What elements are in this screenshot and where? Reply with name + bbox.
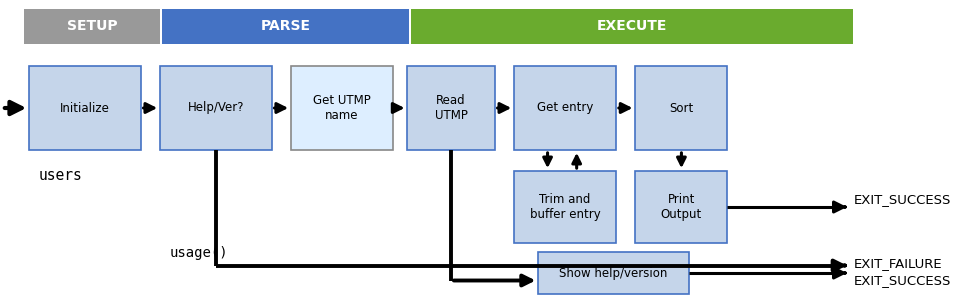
Text: Print
Output: Print Output	[660, 193, 702, 221]
Text: EXIT_SUCCESS: EXIT_SUCCESS	[853, 274, 950, 287]
Text: PARSE: PARSE	[261, 19, 310, 33]
Text: SETUP: SETUP	[67, 19, 117, 33]
Text: Show help/version: Show help/version	[559, 266, 667, 280]
FancyBboxPatch shape	[160, 66, 271, 150]
FancyBboxPatch shape	[635, 66, 727, 150]
Text: Get UTMP
name: Get UTMP name	[313, 94, 370, 122]
Text: EXIT_SUCCESS: EXIT_SUCCESS	[853, 193, 950, 206]
Text: EXECUTE: EXECUTE	[596, 19, 667, 33]
Text: EXIT_FAILURE: EXIT_FAILURE	[853, 257, 941, 271]
Text: Help/Ver?: Help/Ver?	[187, 101, 244, 115]
FancyBboxPatch shape	[538, 252, 688, 294]
FancyBboxPatch shape	[407, 66, 494, 150]
Text: users: users	[39, 168, 82, 183]
FancyBboxPatch shape	[411, 9, 852, 44]
Text: Trim and
buffer entry: Trim and buffer entry	[529, 193, 600, 221]
FancyBboxPatch shape	[514, 66, 615, 150]
FancyBboxPatch shape	[514, 171, 615, 243]
Text: Sort: Sort	[669, 101, 693, 115]
FancyBboxPatch shape	[29, 66, 141, 150]
Text: Get entry: Get entry	[536, 101, 593, 115]
Text: Initialize: Initialize	[60, 101, 109, 115]
Text: Read
UTMP: Read UTMP	[434, 94, 467, 122]
FancyBboxPatch shape	[162, 9, 409, 44]
FancyBboxPatch shape	[24, 9, 160, 44]
FancyBboxPatch shape	[291, 66, 392, 150]
Text: usage(): usage()	[170, 247, 228, 260]
FancyBboxPatch shape	[635, 171, 727, 243]
